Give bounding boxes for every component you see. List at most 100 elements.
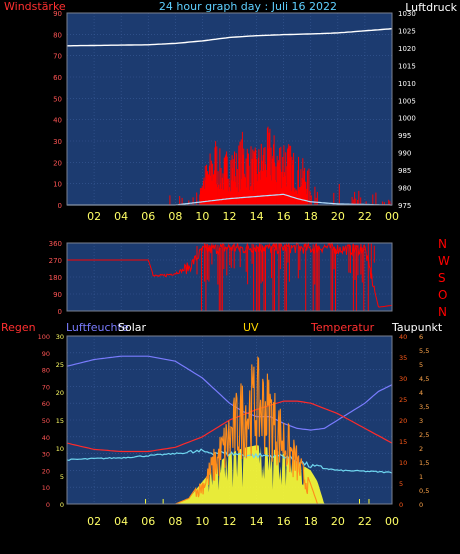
uv-tick-label: 0 [419,501,423,509]
hour-tick-label: 12 [223,210,237,223]
hour-tick-label: 12 [223,515,237,528]
uv-tick-label: 1,5 [419,459,429,467]
compass-label: N [438,237,447,251]
hour-tick-label: 18 [304,210,318,223]
label-taupunkt: Taupunkt [391,321,443,334]
panel3-series [66,355,393,505]
hour-tick-label: 06 [141,210,155,223]
wind-tick-label: 20 [53,159,62,167]
wind-tick-label: 70 [53,53,62,61]
humidity-line [66,355,393,431]
solar-tick-label: 20 [56,389,64,397]
hour-tick-label: 06 [141,515,155,528]
hour-tick-label: 14 [250,515,264,528]
hour-tick-label: 20 [331,210,345,223]
wind-tick-label: 0 [58,202,62,210]
compass-label: N [438,305,447,319]
regen-tick-label: 70 [42,383,50,391]
regen-tick-label: 20 [42,467,50,475]
panel1-frame [66,12,393,206]
label-uv: UV [243,321,259,334]
hour-tick-label: 04 [114,515,128,528]
panel2-left-axis: 360 270 180 90 0 [49,240,62,316]
temperature-line [66,400,393,453]
header-title: 24 hour graph day : Juli 16 2022 [159,0,337,13]
compass-label: S [438,271,446,285]
pressure-tick-label: 975 [398,202,411,210]
wind-tick-label: 10 [53,181,62,189]
hour-tick-label: 22 [358,210,372,223]
regen-tick-label: 10 [42,484,50,492]
hour-tick-label: 18 [304,515,318,528]
solar-tick-label: 10 [56,445,64,453]
temperature-tick-label: 5 [399,480,403,488]
uv-tick-label: 1 [419,473,423,481]
hour-tick-label: 00 [385,210,399,223]
regen-tick-label: 40 [42,434,50,442]
panel3-hour-axis: 02 04 06 08 10 12 14 16 18 20 22 00 [87,515,399,528]
wind-tick-label: 40 [53,117,62,125]
header-right-label: Luftdruck [405,1,457,14]
direction-tick-label: 90 [53,291,62,299]
temperature-tick-label: 20 [399,417,407,425]
regen-tick-label: 90 [42,350,50,358]
regen-tick-label: 100 [38,333,50,341]
hour-tick-label: 04 [114,210,128,223]
uv-tick-label: 5,5 [419,347,429,355]
pressure-tick-label: 1015 [398,62,416,70]
panel1-right-axis: 1030 1025 1020 1015 1010 1005 1000 995 990 985 980… [398,10,416,210]
regen-tick-label: 60 [42,400,50,408]
pressure-tick-label: 1005 [398,97,416,105]
pressure-tick-label: 1030 [398,10,416,18]
uv-tick-label: 6 [419,333,423,341]
hour-tick-label: 16 [277,515,291,528]
solar-tick-label: 0 [60,501,64,509]
hour-tick-label: 08 [168,210,182,223]
uv-tick-label: 2,5 [419,431,429,439]
temperature-tick-label: 25 [399,396,407,404]
pressure-tick-label: 1020 [398,45,416,53]
uv-tick-label: 0,5 [419,487,429,495]
pressure-tick-label: 1000 [398,115,416,123]
hour-tick-label: 02 [87,515,101,528]
solar-tick-label: 15 [56,417,64,425]
uv-tick-label: 4,5 [419,375,429,383]
uv-tick-label: 3,5 [419,403,429,411]
temperature-tick-label: 30 [399,375,407,383]
hour-tick-label: 10 [195,515,209,528]
regen-tick-label: 30 [42,451,50,459]
compass-label: O [438,288,447,302]
pressure-tick-label: 1010 [398,80,416,88]
direction-tick-label: 0 [58,308,62,316]
pressure-tick-label: 995 [398,132,411,140]
uv-tick-label: 3 [419,417,423,425]
wind-tick-label: 60 [53,74,62,82]
temperature-tick-label: 40 [399,333,407,341]
hour-tick-label: 02 [87,210,101,223]
hour-tick-label: 20 [331,515,345,528]
panel3-frame [66,335,393,505]
regen-tick-label: 80 [42,367,50,375]
uv-tick-label: 2 [419,445,423,453]
panel3-axes: 1009080706050403020100302520151050403530… [38,333,430,509]
wind-tick-label: 50 [53,95,62,103]
direction-tick-label: 270 [49,257,62,265]
climate-panel: Regen Luftfeuchte Solar UV Temperatur Ta… [1,321,443,528]
pressure-tick-label: 1025 [398,27,416,35]
regen-tick-label: 50 [42,417,50,425]
pressure-tick-label: 985 [398,167,411,175]
panel2-frame [66,242,393,312]
compass-label: W [438,254,450,268]
pressure-line [67,28,393,47]
solar-tick-label: 25 [56,361,64,369]
hour-tick-label: 08 [168,515,182,528]
panel1-left-axis: 90 80 70 60 50 40 30 20 10 0 [53,10,62,210]
temperature-tick-label: 15 [399,438,407,446]
uv-tick-label: 4 [419,389,423,397]
label-luftfeuchte: Luftfeuchte [66,321,129,334]
dewpoint-line [66,448,393,474]
panel1-series [67,28,393,206]
